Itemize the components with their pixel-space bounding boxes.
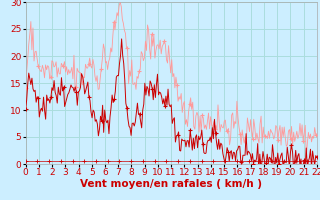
X-axis label: Vent moyen/en rafales ( km/h ): Vent moyen/en rafales ( km/h ) [80,179,262,189]
